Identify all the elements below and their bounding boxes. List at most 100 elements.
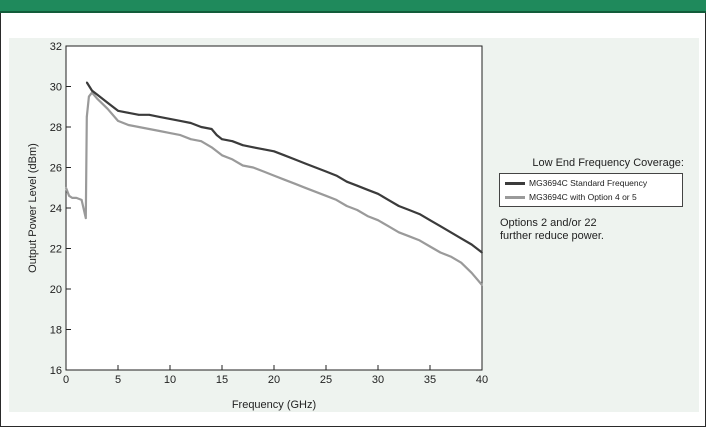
data-point-standard: [117, 109, 119, 112]
data-point-option: [71, 197, 74, 199]
x-tick-label: 20: [268, 374, 280, 386]
legend-swatch-standard: [505, 181, 525, 185]
data-point-option: [68, 194, 70, 197]
data-point-option: [397, 231, 400, 234]
legend-label-option: MG3694C with Option 4 or 5: [529, 192, 637, 202]
data-point-standard: [273, 150, 275, 153]
data-point-option: [366, 215, 369, 218]
x-axis-label: Frequency (GHz): [232, 399, 316, 411]
data-point-option: [345, 205, 348, 207]
data-point-option: [449, 255, 452, 258]
data-point-standard: [96, 93, 99, 96]
data-point-option: [231, 158, 234, 161]
data-point-standard: [325, 170, 327, 173]
data-point-option: [314, 190, 317, 193]
data-point-standard: [335, 174, 338, 177]
y-tick-label: 26: [50, 163, 62, 175]
data-point-option: [460, 261, 463, 264]
data-point-option: [127, 124, 130, 126]
data-point-standard: [189, 122, 192, 124]
data-point-option: [387, 225, 390, 228]
data-point-standard: [158, 116, 161, 118]
data-point-standard: [241, 144, 244, 147]
data-point-option: [210, 146, 213, 149]
data-point-standard: [304, 162, 307, 165]
data-point-option: [96, 97, 99, 100]
data-point-standard: [210, 128, 213, 130]
data-point-standard: [439, 225, 442, 228]
data-point-standard: [252, 146, 255, 149]
legend: MG3694C Standard Frequency MG3694C with …: [499, 173, 683, 207]
x-tick-label: 30: [372, 374, 384, 386]
data-point-option: [88, 95, 90, 98]
legend-item-standard: MG3694C Standard Frequency: [505, 176, 647, 190]
data-point-standard: [91, 89, 93, 92]
data-point-standard: [314, 166, 317, 169]
data-point-option: [241, 164, 244, 167]
data-point-option: [158, 130, 161, 132]
data-point-standard: [366, 188, 369, 191]
data-point-standard: [408, 209, 411, 211]
data-point-option: [148, 128, 151, 130]
data-point-standard: [169, 118, 171, 120]
data-point-option: [273, 174, 275, 177]
data-point-option: [429, 245, 431, 248]
data-point-option: [325, 194, 327, 197]
data-point-standard: [262, 148, 265, 151]
data-point-option: [117, 120, 119, 122]
data-point-standard: [85, 81, 88, 84]
data-point-standard: [106, 101, 109, 104]
data-point-option: [335, 199, 338, 201]
data-point-standard: [429, 219, 431, 222]
data-point-option: [85, 116, 88, 118]
legend-swatch-option: [505, 195, 525, 199]
options-note-line1: Options 2 and/or 22: [500, 217, 597, 229]
data-point-option: [283, 178, 286, 181]
data-point-standard: [215, 134, 218, 137]
data-point-option: [137, 126, 140, 128]
data-point-option: [470, 271, 473, 274]
x-tick-label: 35: [424, 374, 436, 386]
options-note: Options 2 and/or 22 further reduce power…: [500, 217, 680, 243]
data-point-standard: [460, 237, 463, 240]
data-point-standard: [387, 199, 390, 201]
legend-item-option: MG3694C with Option 4 or 5: [505, 190, 637, 204]
data-point-option: [408, 235, 411, 238]
data-point-standard: [356, 184, 359, 187]
data-point-option: [356, 209, 359, 211]
y-tick-label: 24: [50, 203, 62, 215]
data-point-option: [418, 239, 421, 242]
data-point-standard: [231, 140, 234, 143]
data-point-option: [304, 186, 307, 189]
data-point-standard: [148, 113, 151, 116]
data-point-option: [377, 219, 379, 222]
data-point-standard: [397, 205, 400, 207]
plot-area: [65, 45, 483, 371]
data-point-option: [252, 166, 255, 169]
data-point-option: [293, 182, 296, 185]
y-tick-label: 30: [50, 82, 62, 94]
header-band: [0, 0, 706, 13]
legend-title: Low End Frequency Coverage:: [532, 157, 684, 169]
data-point-standard: [377, 192, 379, 195]
data-point-option: [80, 199, 83, 201]
legend-label-standard: MG3694C Standard Frequency: [529, 178, 648, 188]
data-point-standard: [137, 113, 140, 116]
y-tick-label: 20: [50, 284, 62, 296]
data-point-standard: [179, 120, 182, 122]
data-point-option: [189, 138, 192, 141]
data-point-standard: [345, 180, 348, 183]
data-point-option: [262, 170, 265, 173]
data-point-standard: [481, 251, 483, 254]
x-tick-label: 40: [476, 374, 488, 386]
data-point-option: [106, 107, 109, 110]
data-point-option: [481, 284, 483, 286]
data-point-option: [169, 132, 171, 135]
data-point-standard: [127, 111, 130, 114]
x-tick-label: 5: [115, 374, 121, 386]
data-point-standard: [200, 126, 203, 128]
options-note-line2: further reduce power.: [500, 230, 604, 242]
data-point-option: [65, 186, 67, 189]
x-tick-label: 10: [164, 374, 176, 386]
